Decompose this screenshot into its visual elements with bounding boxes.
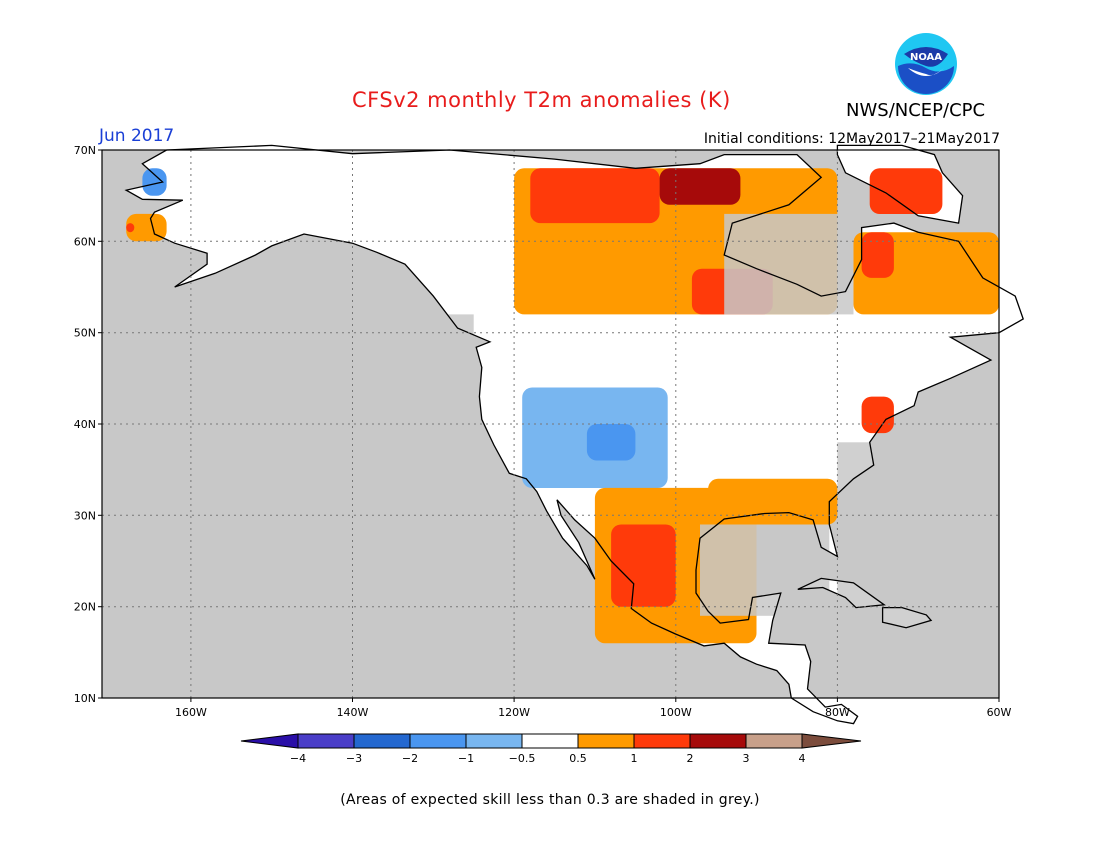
low-skill-layer <box>102 213 999 698</box>
noaa-logo-icon: NOAA <box>895 33 957 95</box>
colorbar-swatch-2 <box>353 733 411 749</box>
coast-baffin-island <box>836 144 964 224</box>
colorbar-swatch-8 <box>689 733 747 749</box>
colorbar-label: 4 <box>799 752 806 765</box>
latitude-labels: 70N 60N 50N 40N 30N 20N 10N <box>74 144 102 705</box>
region-southwest-cool <box>586 424 636 461</box>
region-mexico-hot <box>611 524 676 607</box>
colorbar-swatch-4 <box>465 733 523 749</box>
colorbar-swatch-7 <box>633 733 691 749</box>
colorbar-swatch-6 <box>577 733 635 749</box>
forecast-month: Jun 2017 <box>99 126 175 146</box>
skill-footnote: (Areas of expected skill less than 0.3 a… <box>340 792 760 808</box>
coast-north-america <box>124 144 1024 725</box>
coast-cuba <box>797 577 886 609</box>
agency-label: NWS/NCEP/CPC <box>846 100 986 121</box>
colorbar-swatch-9 <box>745 733 803 749</box>
colorbar-label: 1 <box>631 752 638 765</box>
colorbar <box>240 733 862 749</box>
initial-conditions: Initial conditions: 12May2017–21May2017 <box>703 131 1000 147</box>
region-nunavut-hot <box>659 168 741 205</box>
colorbar-label: −3 <box>346 752 362 765</box>
lon-label-120W: 120W <box>498 706 530 719</box>
colorbar-label: 2 <box>687 752 694 765</box>
low-skill-atlantic-ocean <box>837 442 999 698</box>
region-baffin-warm <box>869 168 943 214</box>
lat-label-50N: 50N <box>74 327 96 340</box>
lat-label-20N: 20N <box>74 601 96 614</box>
graticule <box>102 150 999 698</box>
lat-label-40N: 40N <box>74 418 96 431</box>
lat-label-60N: 60N <box>74 235 96 248</box>
longitude-labels: 160W 140W 120W 100W 80W 60W <box>175 698 1012 719</box>
colorbar-label: −0.5 <box>509 752 536 765</box>
colorbar-min-arrow <box>240 733 299 749</box>
region-bering-warm <box>126 223 135 233</box>
colorbar-label: 0.5 <box>569 752 587 765</box>
colorbar-label: 3 <box>743 752 750 765</box>
region-quebec-warm <box>861 232 894 278</box>
lat-label-30N: 30N <box>74 509 96 522</box>
logo-text: NOAA <box>910 52 942 63</box>
low-skill-gulf-of-mexico <box>700 524 830 616</box>
region-gulf-coast-warm <box>708 478 838 525</box>
region-northeast-warm <box>861 396 894 434</box>
coastline-layer <box>124 144 1024 725</box>
map-title: CFSv2 monthly T2m anomalies (K) <box>352 88 731 112</box>
colorbar-label: −1 <box>458 752 474 765</box>
lon-label-100W: 100W <box>660 706 692 719</box>
lon-label-80W: 80W <box>825 706 850 719</box>
colorbar-label: −2 <box>402 752 418 765</box>
lon-label-60W: 60W <box>987 706 1012 719</box>
colorbar-swatch-3 <box>409 733 467 749</box>
colorbar-swatch-1 <box>297 733 355 749</box>
colorbar-label: −4 <box>290 752 306 765</box>
low-skill-hudson-bay <box>724 213 854 315</box>
coast-hispaniola <box>881 606 933 629</box>
lat-label-70N: 70N <box>74 144 96 157</box>
low-skill-pacific-ocean <box>102 314 474 698</box>
region-alaska-interior-cold <box>142 168 167 196</box>
lon-label-160W: 160W <box>175 706 207 719</box>
lat-label-10N: 10N <box>74 692 96 705</box>
region-hudson-west-warm <box>530 168 660 224</box>
colorbar-labels: −4 −3 −2 −1 −0.5 0.5 1 2 3 4 <box>290 752 806 765</box>
lon-label-140W: 140W <box>337 706 369 719</box>
colorbar-swatch-5 <box>521 733 579 749</box>
colorbar-max-arrow <box>801 733 862 749</box>
